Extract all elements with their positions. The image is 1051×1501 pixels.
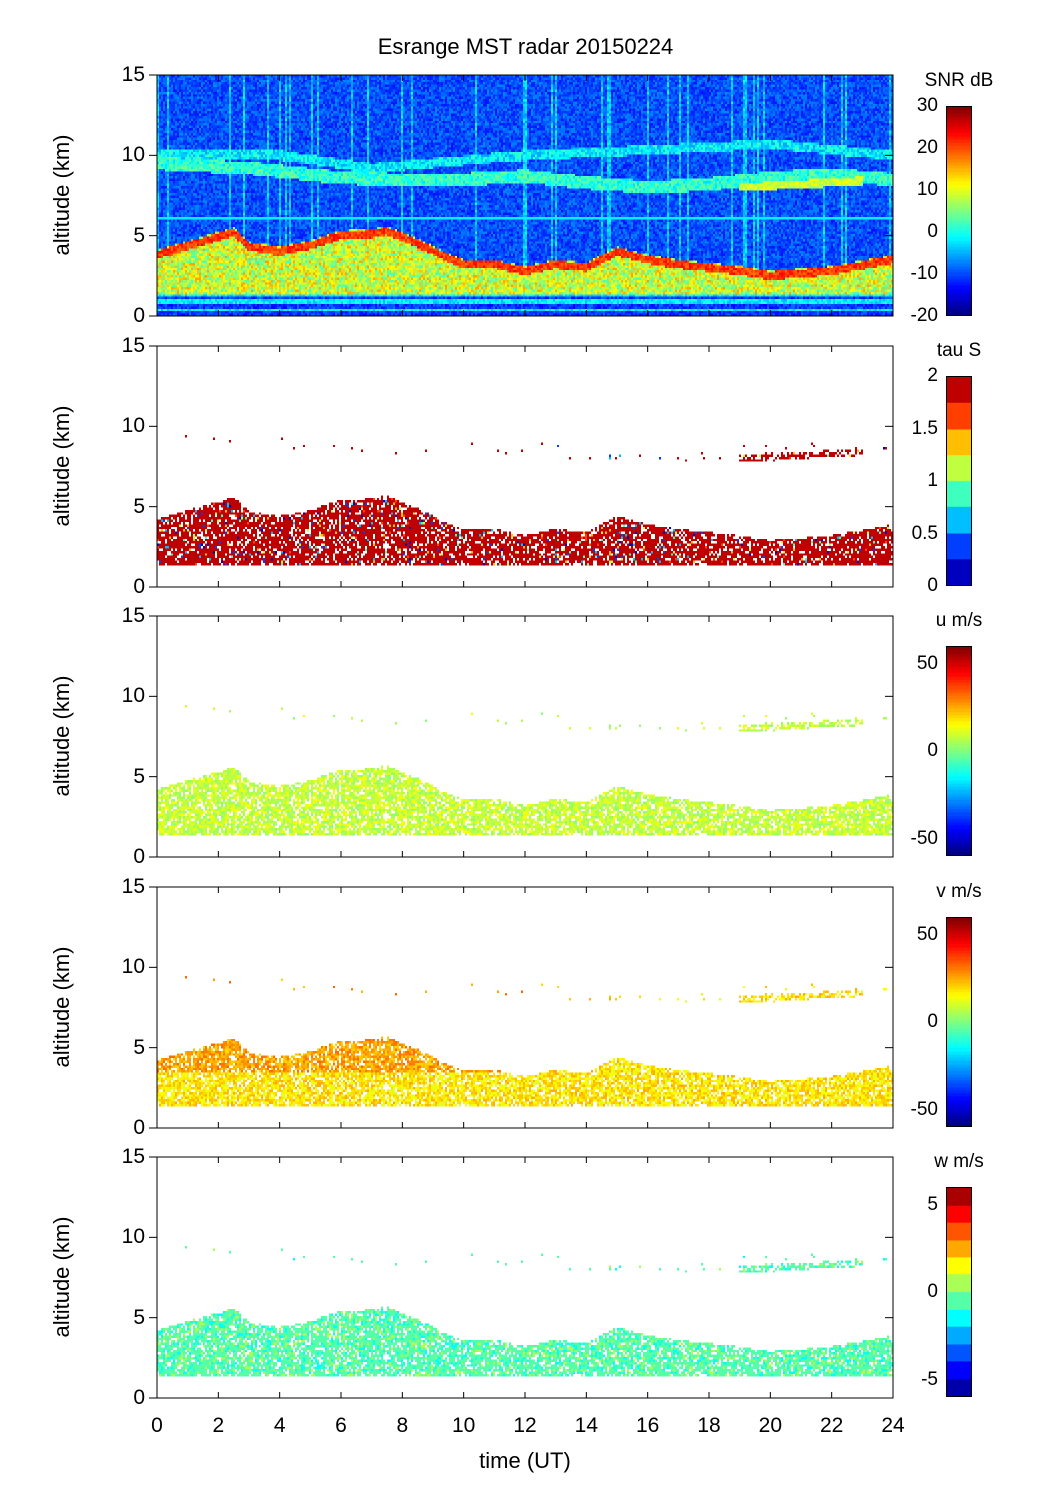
x-tick-label: 4: [273, 1414, 286, 1437]
y-tick-label: 5: [133, 764, 145, 788]
x-tick-label: 14: [574, 1414, 599, 1437]
axes: [149, 886, 894, 1129]
colorbar-tick-label: 30: [916, 95, 938, 116]
panel-u: 0 5 10 15 altitude (km): [49, 604, 894, 868]
colorbar-gradient: [946, 646, 972, 856]
x-tick-label: 8: [396, 1414, 409, 1437]
colorbar-tick-label: -5: [921, 1368, 938, 1390]
axes: [149, 615, 894, 858]
x-tick-label: 6: [335, 1414, 347, 1437]
y-tick-label: 0: [133, 845, 145, 868]
colorbar-tick-label: 0: [927, 740, 938, 761]
x-tick-label: 0: [151, 1414, 163, 1437]
colorbar-tick-label: 0: [927, 1281, 938, 1302]
y-axis-label: altitude (km): [49, 1216, 74, 1338]
colorbar-label: tau S: [936, 340, 982, 361]
x-tick-label: 20: [758, 1414, 783, 1437]
axes-frame: [156, 345, 894, 588]
y-axis-label: altitude (km): [49, 675, 74, 797]
y-tick-label: 0: [133, 1116, 145, 1139]
colorbar-tau: tau S 2 1.5 1 0.5 0: [912, 340, 982, 596]
x-tick-label: 24: [881, 1414, 905, 1437]
panel-w: 0 5 10 15 altitude (km): [49, 1145, 894, 1409]
y-tick-label: 5: [133, 1305, 145, 1329]
axes: [149, 1156, 894, 1399]
axes-frame: [156, 886, 894, 1129]
x-tick-label: 2: [212, 1414, 225, 1437]
colorbar-tick-label: -10: [910, 263, 938, 284]
colorbar-tick-label: 0: [927, 1011, 938, 1032]
y-tick-label: 15: [121, 63, 145, 86]
colorbar-tick-label: -50: [910, 1098, 938, 1120]
colorbar-gradient: [946, 106, 972, 316]
heatmap-v: [157, 887, 893, 1128]
axes-frame: [156, 615, 894, 858]
x-tick-label: 16: [635, 1414, 660, 1437]
colorbar-label: u m/s: [935, 610, 983, 631]
colorbar-w: w m/s 5 0 -5: [921, 1151, 984, 1397]
colorbar-gradient: [946, 1187, 972, 1397]
y-tick-label: 5: [133, 223, 145, 247]
panel-SNR: 0 5 10 15 altitude (km): [49, 63, 894, 327]
y-tick-label: 5: [133, 1035, 145, 1059]
colorbar-tick-label: 10: [916, 179, 938, 200]
chart-title: Esrange MST radar 20150224: [377, 34, 674, 59]
colorbar-label: SNR dB: [924, 70, 994, 91]
x-axis-label: time (UT): [479, 1448, 571, 1473]
heatmap-u: [157, 616, 893, 857]
y-tick-label: 5: [133, 494, 145, 518]
colorbar-SNR: SNR dB 30 20 10 0 -10 -20: [911, 70, 994, 326]
colorbar-u: u m/s 50 0 -50: [911, 610, 982, 856]
x-tick-label: 18: [697, 1414, 721, 1437]
y-axis-label: altitude (km): [49, 134, 74, 256]
y-tick-label: 15: [121, 604, 145, 627]
y-tick-label: 0: [133, 304, 145, 327]
axes-frame: [156, 1156, 894, 1399]
colorbar-tick-label: 1.5: [911, 417, 938, 439]
y-tick-label: 15: [121, 1145, 145, 1168]
axes-frame: [156, 74, 894, 317]
colorbar-tick-label: 20: [916, 137, 938, 158]
heatmap-w: [157, 1157, 893, 1398]
y-axis-label: altitude (km): [49, 946, 74, 1068]
colorbar-label: w m/s: [934, 1151, 984, 1172]
axes: [149, 74, 894, 317]
x-tick-label: 22: [819, 1414, 844, 1437]
colorbar-tick-label: -50: [910, 827, 938, 849]
colorbar-tick-label: 2: [927, 365, 938, 386]
colorbar-tick-label: -20: [910, 305, 938, 326]
panel-v: 0 5 10 15 altitude (km): [49, 875, 894, 1139]
colorbar-tick-label: 1: [927, 470, 938, 491]
colorbar-tick-label: 50: [916, 652, 938, 674]
y-tick-label: 10: [121, 1225, 145, 1249]
y-axis-label: altitude (km): [49, 405, 74, 527]
x-tick-label: 10: [451, 1414, 476, 1437]
colorbar-tick-label: 0: [927, 221, 938, 242]
panel-tau: 0 5 10 15 altitude (km): [49, 334, 894, 598]
y-tick-label: 10: [121, 684, 145, 708]
colorbar-gradient: [946, 376, 972, 586]
axes: [149, 345, 894, 588]
colorbar-tick-label: 50: [916, 923, 938, 945]
colorbar-tick-label: 0.5: [911, 522, 938, 544]
colorbar-label: v m/s: [936, 881, 982, 902]
y-tick-label: 15: [121, 334, 145, 357]
colorbar-tick-label: 5: [927, 1193, 938, 1215]
colorbar-v: v m/s 50 0 -50: [911, 881, 982, 1127]
y-tick-label: 0: [133, 575, 145, 598]
colorbar-tick-label: 0: [927, 575, 938, 596]
y-tick-label: 0: [133, 1386, 145, 1409]
x-tick-label: 12: [513, 1414, 537, 1437]
y-tick-label: 10: [121, 955, 145, 979]
y-tick-label: 10: [121, 414, 145, 438]
colorbar-gradient: [946, 917, 972, 1127]
heatmap-SNR: [157, 75, 893, 316]
y-tick-label: 10: [121, 143, 145, 167]
y-tick-label: 15: [121, 875, 145, 898]
heatmap-tau: [157, 346, 893, 587]
